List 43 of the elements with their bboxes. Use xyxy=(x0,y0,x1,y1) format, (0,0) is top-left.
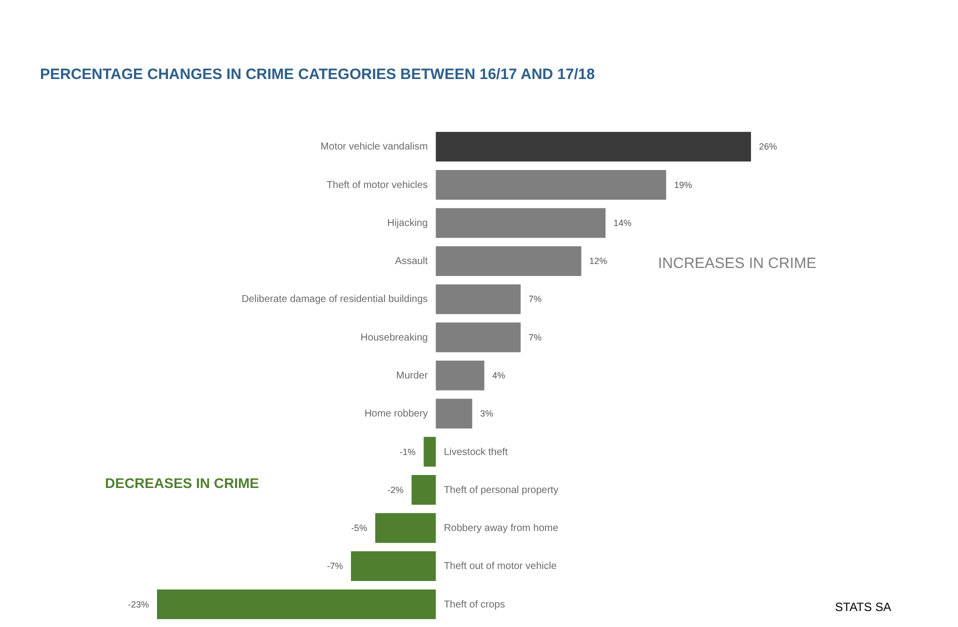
bar xyxy=(436,284,521,314)
y-tick-label: Murder xyxy=(396,370,428,382)
y-tick-label: Hijacking xyxy=(387,218,428,229)
bar xyxy=(436,208,606,238)
y-tick-label: Motor vehicle vandalism xyxy=(320,142,428,153)
data-label: 19% xyxy=(674,180,692,190)
y-tick-label: Theft of crops xyxy=(444,599,505,610)
text: STATS SA xyxy=(835,600,892,614)
data-label: 26% xyxy=(759,142,778,152)
data-label: 7% xyxy=(528,332,542,342)
y-tick-label: Theft out of motor vehicle xyxy=(444,561,558,572)
bar xyxy=(436,246,582,276)
data-label: -5% xyxy=(351,523,368,534)
bar xyxy=(436,132,751,162)
bar xyxy=(436,398,472,429)
data-label: -23% xyxy=(128,599,149,610)
bar xyxy=(436,322,521,352)
data-label: -7% xyxy=(326,561,343,572)
data-label: 4% xyxy=(492,370,506,380)
data-label: -1% xyxy=(400,446,416,457)
data-label: 3% xyxy=(480,408,494,419)
y-tick-label: Assault xyxy=(395,256,428,268)
bar xyxy=(350,551,436,582)
bar xyxy=(436,360,484,390)
data-label: 7% xyxy=(528,294,542,304)
annotation: DECREASES IN CRIME xyxy=(105,475,260,491)
y-tick-label: Deliberate damage of residential buildings xyxy=(242,294,428,306)
y-tick-label: Home robbery xyxy=(364,408,428,420)
data-label: 14% xyxy=(614,218,632,228)
bar xyxy=(412,475,436,505)
y-tick-label: Theft of motor vehicles xyxy=(326,180,428,191)
bar xyxy=(436,170,666,200)
annotation: INCREASES IN CRIME xyxy=(658,255,816,272)
data-label: 12% xyxy=(589,256,608,266)
bar xyxy=(424,436,436,467)
y-tick-label: Housebreaking xyxy=(360,332,428,344)
bar xyxy=(157,589,436,620)
y-tick-label: Robbery away from home xyxy=(444,523,559,534)
bar xyxy=(375,513,436,543)
chart-title: PERCENTAGE CHANGES IN CRIME CATEGORIES BETWEEN 16/17 AND 17/18 xyxy=(40,66,595,83)
y-tick-label: Livestock theft xyxy=(444,446,508,458)
data-label: -2% xyxy=(388,484,404,495)
y-tick-label: Theft of personal property xyxy=(444,484,558,496)
